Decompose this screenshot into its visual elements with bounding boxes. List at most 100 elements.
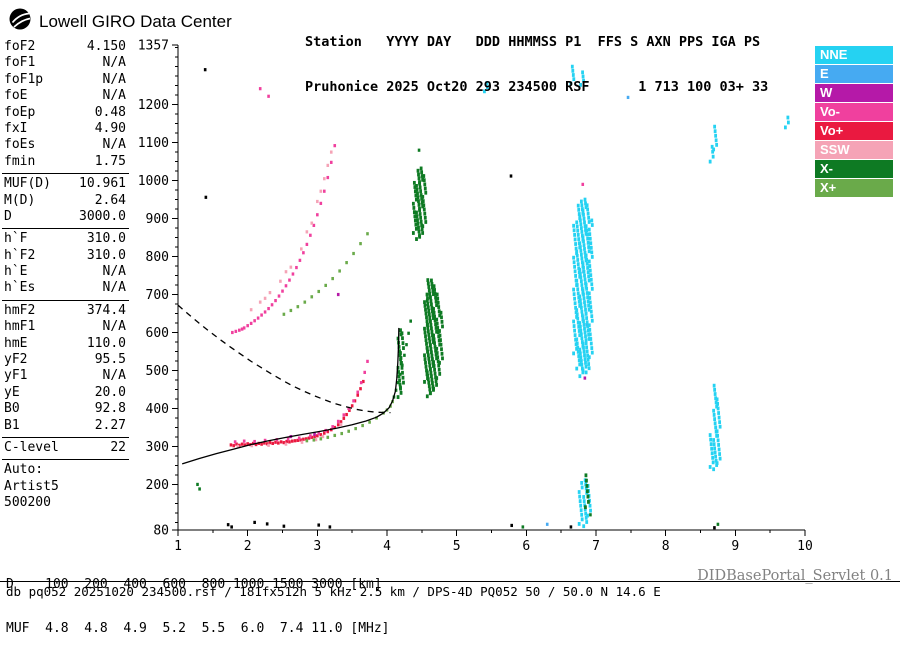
param-label: foF2 [4, 39, 36, 54]
param-row-foes: foEs N/A [4, 137, 126, 153]
svg-text:200: 200 [146, 478, 169, 493]
parameter-panel: foF2 4.150 foF1 N/A foF1p N/A foE N/A foEp 0.48 fx… [2, 39, 129, 512]
legend-item-x+: X+ [815, 179, 893, 197]
param-label: foF1p [4, 71, 44, 87]
series-second-order-o-scatter [249, 150, 333, 312]
param-label: hmF2 [4, 302, 36, 318]
panel-divider [2, 459, 129, 461]
param-value: N/A [102, 71, 126, 87]
param-label: h`Es [4, 280, 36, 296]
param-row-foe: foE N/A [4, 88, 126, 104]
series-second-order-o-low [231, 327, 244, 335]
param-row-d: D 3000.0 [4, 209, 126, 225]
station-header-labels: Station YYYY DAY DDD HHMMSS P1 FFS S AXN… [305, 34, 761, 50]
param-row-fmin: fmin 1.75 [4, 154, 126, 170]
param-label: yE [4, 384, 20, 400]
param-label: foE [4, 88, 28, 104]
svg-text:1357: 1357 [138, 39, 169, 54]
svg-text:1200: 1200 [138, 98, 169, 113]
svg-text:600: 600 [146, 326, 169, 341]
polarization-legend: NNE E W Vo- Vo+ SSW X- X+ [815, 46, 893, 198]
svg-text:7: 7 [592, 539, 600, 554]
svg-text:8: 8 [662, 539, 670, 554]
param-row-hmf1: hmF1 N/A [4, 319, 126, 335]
param-row-foep: foEp 0.48 [4, 105, 126, 121]
legend-item-x-: X- [815, 160, 893, 178]
param-row-fof2: foF2 4.150 [4, 39, 126, 55]
svg-text:800: 800 [146, 250, 169, 265]
param-label: foEp [4, 104, 36, 120]
param-row-hme: hmE 110.0 [4, 336, 126, 352]
param-value: 22 [110, 439, 126, 455]
svg-text:500: 500 [146, 364, 169, 379]
param-row-hf2: h`F2 310.0 [4, 248, 126, 264]
series-f-trace-o-flat [229, 423, 340, 448]
param-value: 10.961 [79, 176, 126, 192]
logo-text: Lowell GIRO Data Center [39, 11, 232, 31]
param-row-auto: Auto: [4, 462, 126, 478]
svg-text:2: 2 [244, 539, 252, 554]
svg-text:700: 700 [146, 288, 169, 303]
servlet-version: DIDBasePortal_Servlet 0.1 [697, 568, 893, 584]
param-value: N/A [102, 137, 126, 153]
param-label: B1 [4, 417, 20, 433]
svg-text:900: 900 [146, 212, 169, 227]
muf-table-muf-row: MUF 4.8 4.8 4.9 5.2 5.5 6.0 7.4 11.0 [MH… [6, 620, 390, 636]
param-row-fxi: fxI 4.90 [4, 121, 126, 137]
svg-text:3: 3 [313, 539, 321, 554]
param-row-ye: yE 20.0 [4, 385, 126, 401]
param-value: 2.64 [94, 192, 126, 208]
svg-text:10: 10 [797, 539, 813, 554]
param-label: Auto: [4, 462, 44, 478]
param-row-hes: h`Es N/A [4, 280, 126, 296]
param-row-hf: h`F 310.0 [4, 231, 126, 247]
param-row-yf2: yF2 95.5 [4, 352, 126, 368]
param-label: yF2 [4, 352, 28, 368]
param-label: D [4, 208, 12, 224]
param-value: 1.75 [94, 153, 126, 169]
param-row-b1: B1 2.27 [4, 418, 126, 434]
svg-text:1000: 1000 [138, 174, 169, 189]
param-label: yF1 [4, 368, 28, 384]
svg-text:1100: 1100 [138, 136, 169, 151]
legend-item-vo+: Vo+ [815, 122, 893, 140]
svg-text:5: 5 [453, 539, 461, 554]
param-row-fof1p: foF1p N/A [4, 72, 126, 88]
param-value: 110.0 [86, 335, 126, 351]
profile-curve-solid [181, 327, 400, 465]
param-value: 0.48 [94, 104, 126, 120]
series-f-trace-pink [233, 359, 369, 444]
panel-divider [2, 436, 129, 438]
svg-text:300: 300 [146, 440, 169, 455]
profile-curve-dashed [177, 304, 391, 414]
series-noise-pink [258, 87, 585, 186]
param-label: foF1 [4, 55, 36, 71]
station-header-values: Pruhonice 2025 Oct20 293 234500 RSF 1 71… [305, 79, 769, 95]
param-label: B0 [4, 401, 20, 417]
param-label: C-level [4, 439, 59, 455]
param-label: h`F [4, 231, 28, 247]
param-row-b0: B0 92.8 [4, 401, 126, 417]
series-f-trace-ssw [236, 422, 343, 449]
param-value: 310.0 [86, 231, 126, 247]
svg-text:4: 4 [383, 539, 391, 554]
param-value: 310.0 [86, 247, 126, 263]
param-value: N/A [102, 55, 126, 71]
param-label: Artist5 [4, 478, 59, 494]
param-value: 3000.0 [79, 208, 126, 224]
svg-text:80: 80 [153, 524, 169, 539]
panel-divider [2, 173, 129, 175]
axes: 1357120011001000900800700600500400300200… [138, 39, 813, 555]
param-value: 20.0 [94, 384, 126, 400]
param-value: 95.5 [94, 352, 126, 368]
series-noise-blue [545, 95, 718, 526]
muf-table-distance-row: D 100 200 400 600 800 1000 1500 3000 [km… [6, 577, 382, 592]
param-label: hmE [4, 335, 28, 351]
param-value: 92.8 [94, 401, 126, 417]
series-noise-green [196, 148, 720, 529]
ionogram-plot: 1357120011001000900800700600500400300200… [138, 39, 813, 555]
series-second-order-x-band [282, 232, 369, 316]
legend-item-ssw: SSW [815, 141, 893, 159]
param-row-500200: 500200 [4, 495, 126, 511]
param-row-artist5: Artist5 [4, 479, 126, 495]
